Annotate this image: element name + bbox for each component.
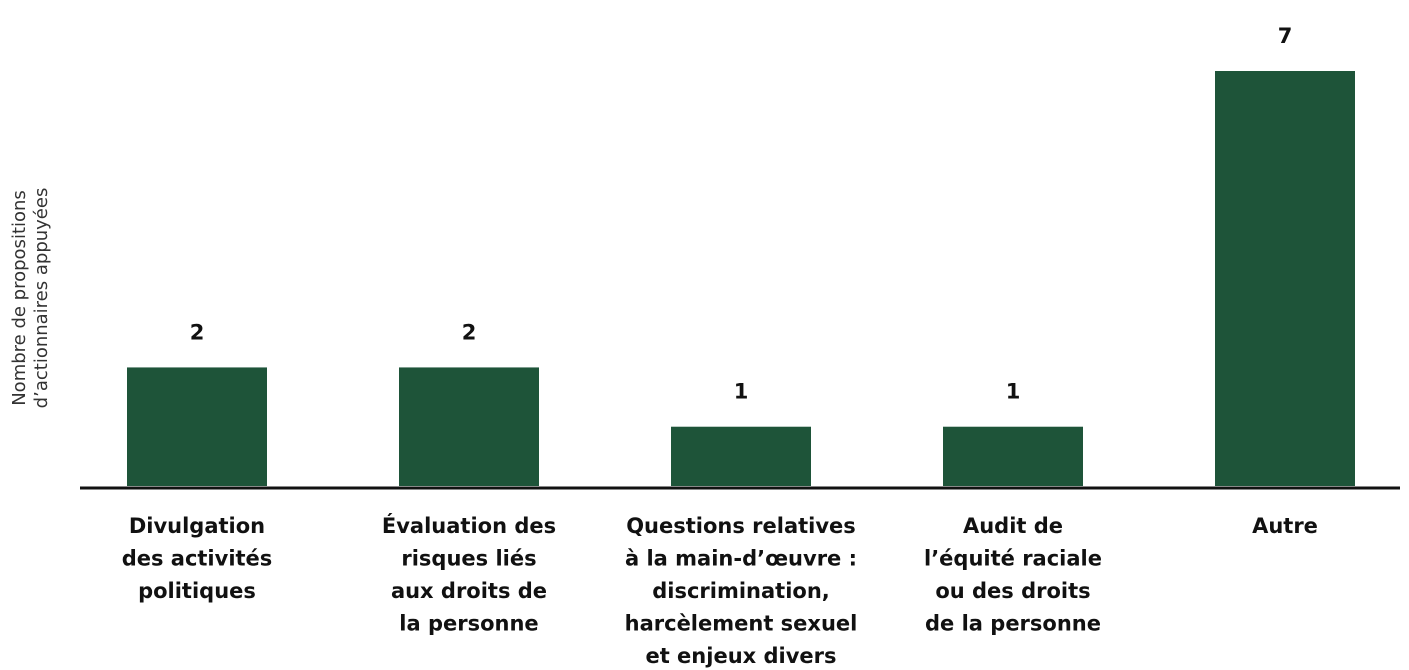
bar — [399, 367, 539, 486]
x-tick-label: Audit de — [963, 514, 1063, 538]
y-label-line: d’actionnaires appuyées — [31, 188, 52, 409]
x-tick-label: risques liés — [401, 547, 536, 571]
x-tick-label: Divulgation — [129, 514, 265, 538]
x-tick-label: et enjeux divers — [645, 644, 836, 668]
bar — [943, 426, 1083, 486]
data-label: 7 — [1278, 24, 1293, 48]
data-label: 1 — [734, 380, 749, 404]
x-tick-label: de la personne — [925, 612, 1101, 636]
x-tick-label: Autre — [1252, 514, 1318, 538]
bar — [1215, 71, 1355, 486]
x-tick-label: harcèlement sexuel — [625, 612, 858, 636]
bar — [671, 426, 811, 486]
x-tick-label: Questions relatives — [626, 514, 856, 538]
x-tick-label: des activités — [122, 547, 273, 571]
x-tick-label: à la main-d’œuvre : — [625, 547, 857, 571]
y-axis-label: Nombre de propositions d’actionnaires ap… — [9, 188, 52, 409]
data-label: 2 — [190, 320, 205, 344]
data-label: 2 — [462, 320, 477, 344]
x-tick-label: la personne — [399, 612, 538, 636]
x-tick-label: discrimination, — [652, 579, 830, 603]
x-tick-label: politiques — [138, 579, 256, 603]
x-tick-label: ou des droits — [935, 579, 1090, 603]
data-label: 1 — [1006, 380, 1021, 404]
x-tick-label: l’équité raciale — [924, 547, 1102, 571]
y-label-line: Nombre de propositions — [9, 190, 30, 406]
x-tick-label: aux droits de — [391, 579, 547, 603]
x-tick-label: Évaluation des — [382, 513, 556, 538]
bar — [127, 367, 267, 486]
